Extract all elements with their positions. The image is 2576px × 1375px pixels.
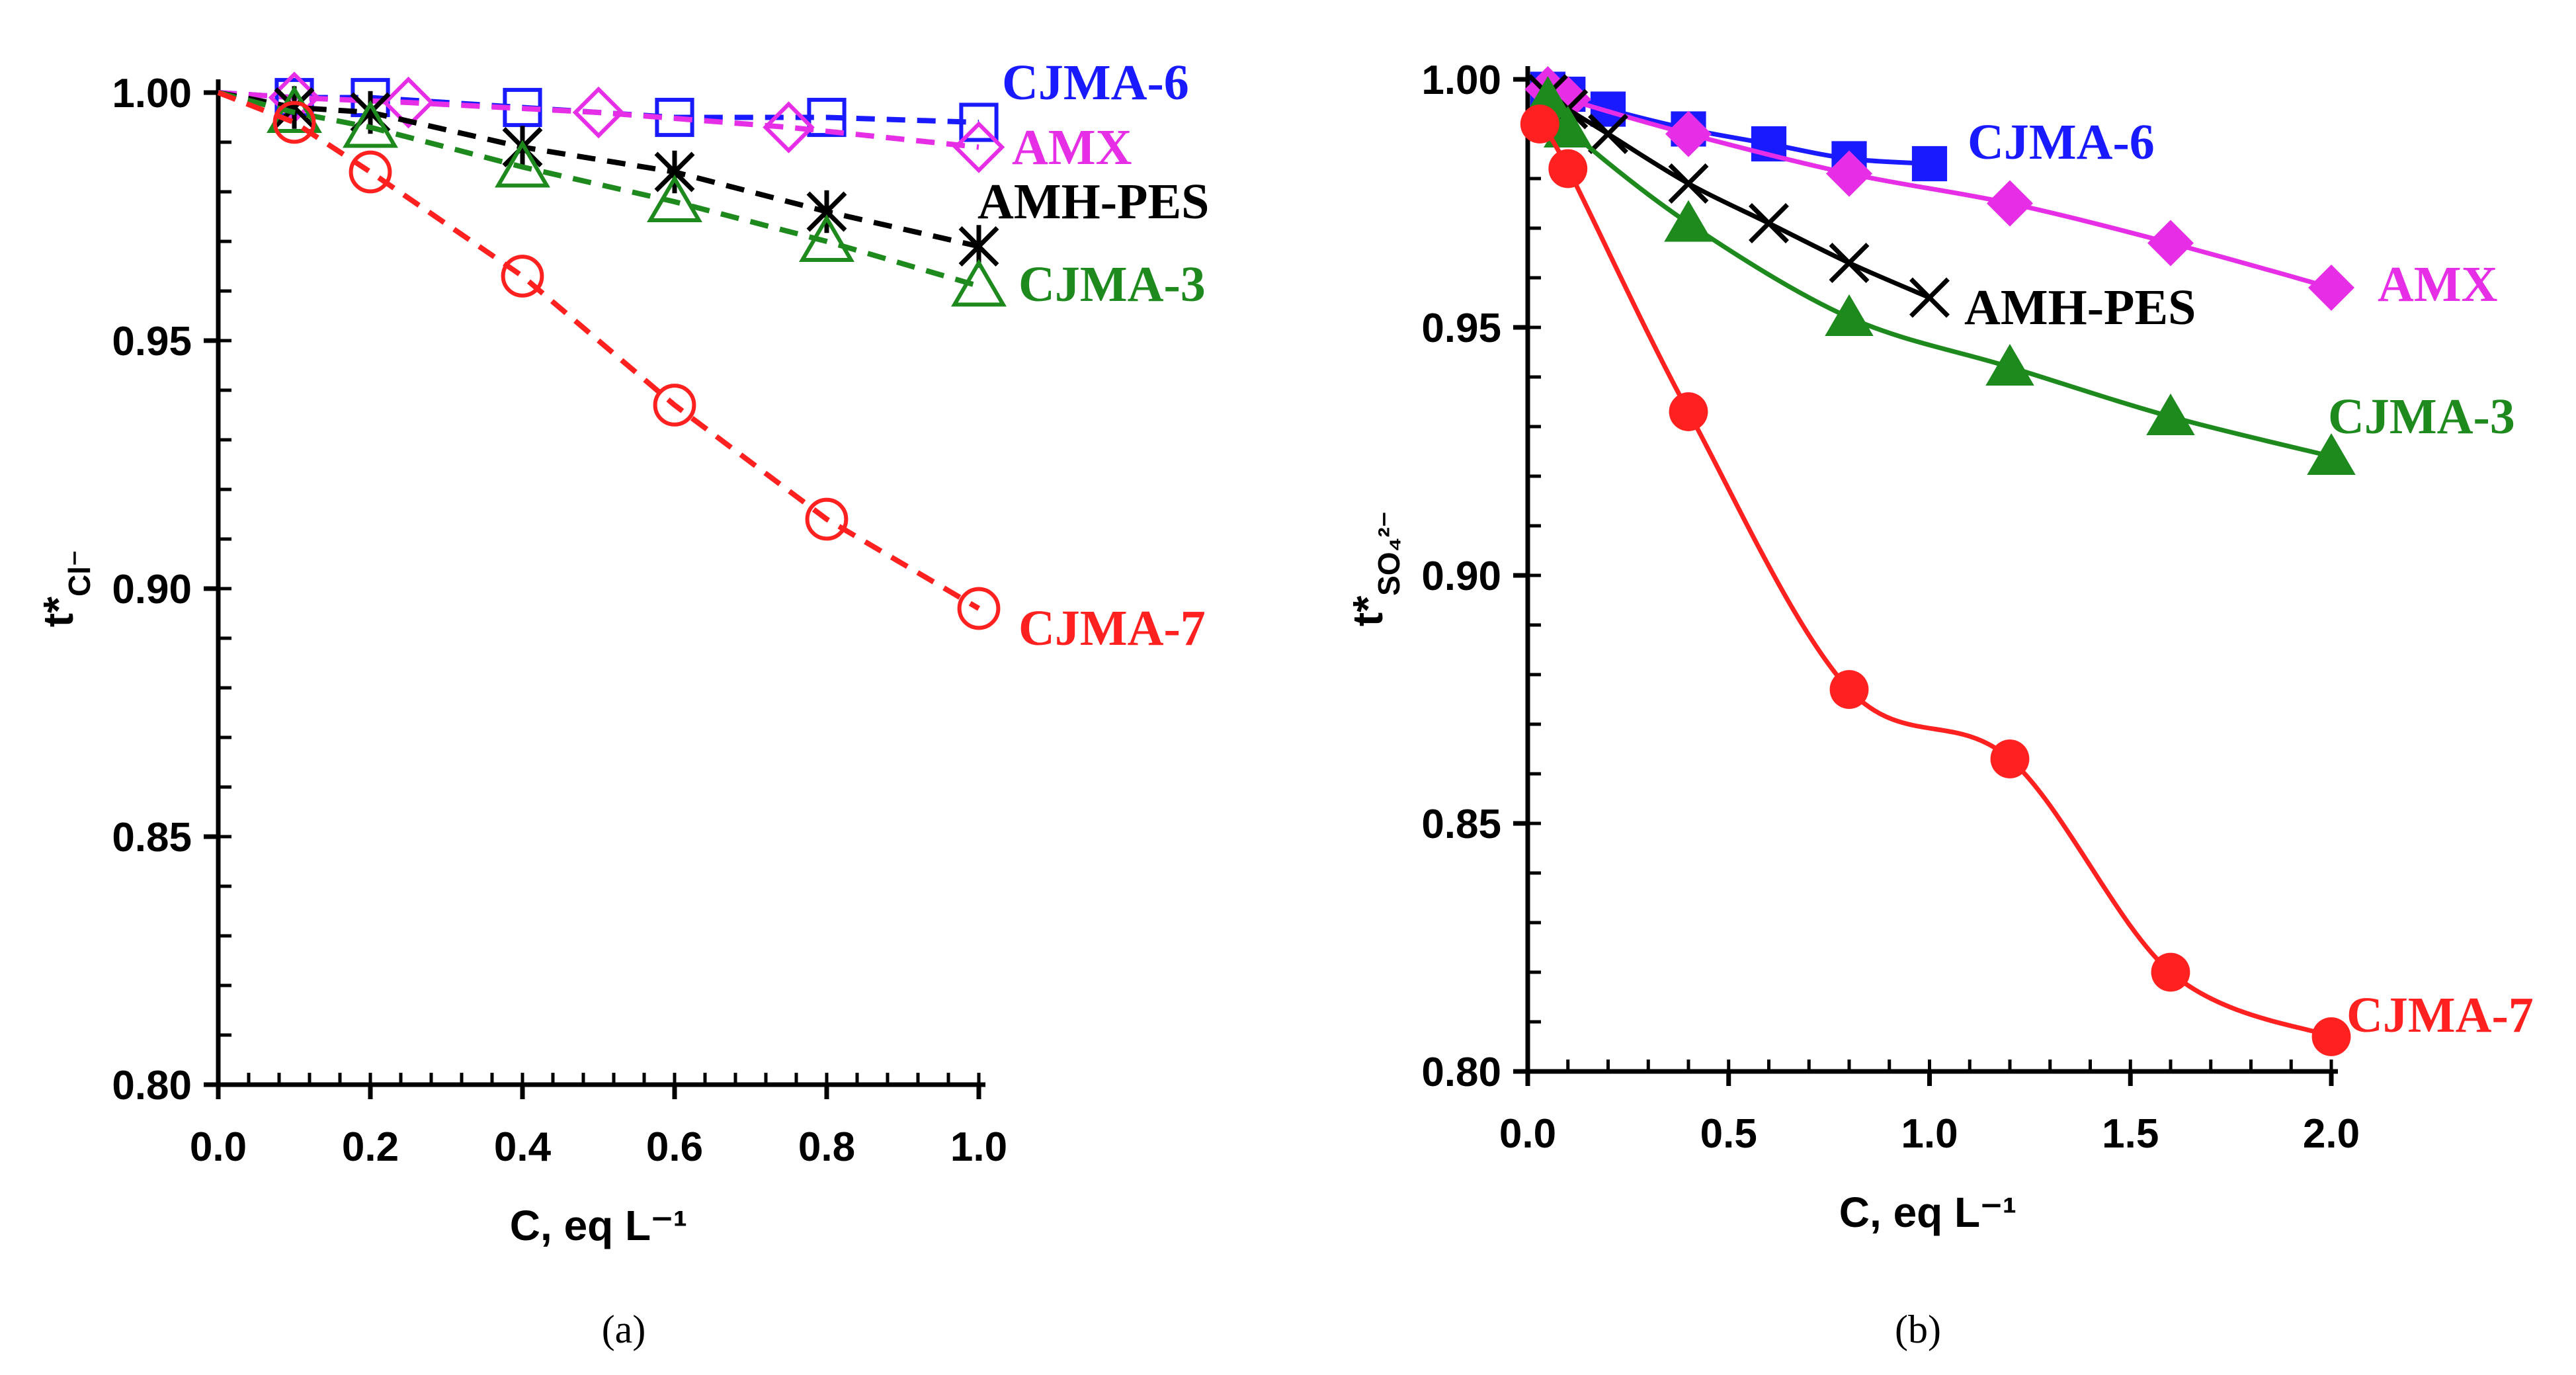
x-tick-label: 1.0 — [950, 1124, 1007, 1170]
x-tick-label: 0.0 — [1499, 1111, 1556, 1157]
series-label: CJMA-7 — [2347, 987, 2534, 1043]
data-point — [1987, 180, 2033, 227]
y-tick-label: 0.80 — [112, 1063, 192, 1108]
series-cjma-3: CJMA-3 — [217, 85, 1206, 312]
data-point — [959, 103, 999, 142]
data-point — [2311, 1017, 2351, 1056]
data-point — [654, 150, 695, 194]
y-tick-label: 0.80 — [1421, 1050, 1501, 1095]
data-point — [951, 259, 1007, 307]
x-tick-label: 2.0 — [2303, 1111, 2360, 1157]
y-axis-title: t*SO₄²⁻ — [1344, 511, 1406, 626]
data-point — [1829, 670, 1869, 709]
data-point — [807, 97, 847, 138]
x-tick-label: 1.5 — [2102, 1111, 2159, 1157]
data-point — [1588, 114, 1628, 154]
data-point — [647, 175, 702, 222]
data-point — [267, 85, 322, 133]
data-point — [1668, 163, 1709, 204]
x-tick-label: 0.2 — [342, 1124, 399, 1170]
series-label: CJMA-6 — [1002, 55, 1189, 110]
data-point — [1548, 149, 1588, 188]
y-tick-label: 0.95 — [1421, 306, 1501, 351]
data-point — [805, 497, 849, 541]
data-point — [1749, 203, 1789, 243]
x-tick-label: 0.8 — [798, 1124, 855, 1170]
series-label: AMH-PES — [1964, 280, 2196, 335]
data-point — [1520, 104, 1559, 144]
y-tick-label: 0.85 — [112, 815, 192, 860]
series-fit-line — [1538, 122, 2333, 1039]
panel-b-caption: (b) — [1895, 1308, 1941, 1351]
series-cjma-7: CJMA-7 — [217, 90, 1206, 656]
panel-a-chart: 0.80 0.85 0.90 0.95 1.00 0.0 0.2 0.4 0.6 0.8 1.0 C,… — [34, 55, 1209, 1249]
x-tick-label: 1.0 — [1901, 1111, 1958, 1157]
data-point — [2146, 394, 2195, 435]
data-point — [653, 384, 696, 427]
x-tick-label: 0.5 — [1700, 1111, 1757, 1157]
y-tick-label: 1.00 — [112, 71, 192, 116]
data-point — [572, 86, 625, 139]
data-point — [806, 190, 847, 233]
series-line — [217, 90, 980, 289]
series-line — [218, 90, 979, 249]
data-point — [2147, 220, 2194, 267]
y-tick-label: 1.00 — [1421, 58, 1501, 103]
x-tick-label: 0.4 — [494, 1124, 552, 1170]
data-point — [799, 214, 854, 262]
data-point — [272, 101, 316, 144]
y-tick-label: 0.90 — [1421, 554, 1501, 599]
data-point — [1826, 150, 1872, 197]
data-point — [952, 121, 1005, 173]
series-label: CJMA-7 — [1018, 601, 1206, 656]
panel-b-chart: 0.80 0.85 0.90 0.95 1.00 0.0 0.5 1.0 1.5 2.0 C, eq… — [1344, 58, 2534, 1236]
data-point — [763, 101, 815, 153]
y-tick-label: 0.95 — [112, 319, 192, 364]
series-cjma-3: CJMA-3 — [1523, 76, 2515, 475]
data-point — [1825, 294, 1874, 336]
data-point — [1669, 392, 1708, 431]
data-point — [957, 587, 1001, 630]
data-point — [1911, 146, 1948, 182]
series-label: CJMA-6 — [1968, 114, 2155, 170]
data-point — [1544, 106, 1593, 147]
panel-a-caption: (a) — [602, 1308, 646, 1351]
data-point — [2151, 952, 2190, 992]
data-point — [1909, 277, 1950, 318]
data-point — [1990, 739, 2030, 778]
data-point — [343, 100, 398, 148]
data-point — [1664, 200, 1713, 242]
y-tick-label: 0.90 — [112, 567, 192, 612]
data-point — [495, 140, 550, 188]
y-tick-label: 0.85 — [1421, 802, 1501, 847]
data-point — [349, 150, 392, 194]
data-point — [1829, 243, 1870, 283]
series-label: AMX — [1012, 120, 1132, 175]
series-label: CJMA-3 — [2328, 389, 2515, 444]
series-label: AMH-PES — [977, 174, 1209, 229]
data-point — [2307, 433, 2356, 475]
data-point — [501, 255, 544, 298]
series-label: CJMA-3 — [1018, 257, 1206, 312]
series-amx: AMX — [1524, 66, 2498, 312]
data-point — [382, 76, 435, 129]
series-line — [217, 90, 981, 611]
series-label: AMX — [2378, 257, 2498, 312]
data-point — [2308, 265, 2354, 311]
x-axis-title: C, eq L⁻¹ — [510, 1202, 687, 1249]
x-tick-label: 0.0 — [190, 1124, 247, 1170]
series-cjma-7: CJMA-7 — [1520, 104, 2534, 1056]
data-point — [1665, 110, 1712, 157]
series-line — [218, 90, 979, 125]
x-axis-title: C, eq L⁻¹ — [1839, 1188, 2016, 1236]
series-fit-line — [1546, 87, 2332, 290]
data-point — [1985, 344, 2034, 386]
x-tick-label: 0.6 — [646, 1124, 703, 1170]
y-axis-title: t*Cl⁻ — [34, 550, 97, 628]
